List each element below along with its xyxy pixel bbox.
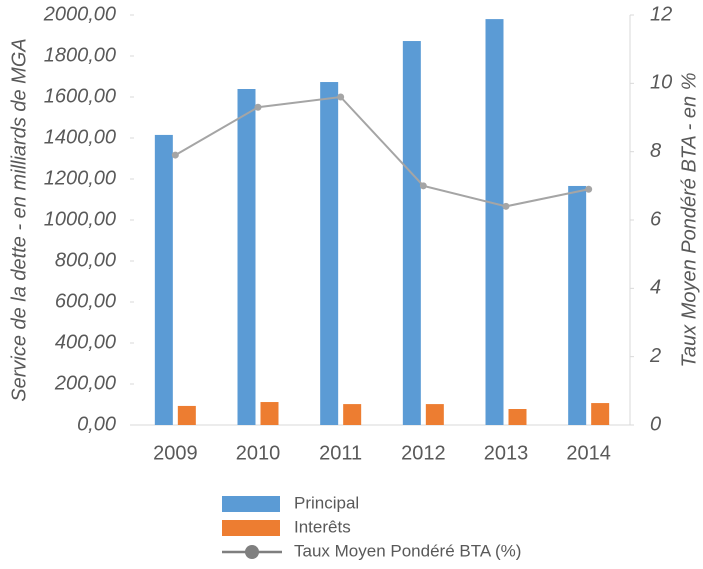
y-tick-label: 1200,00 [44,167,116,189]
y2-tick-label: 10 [650,72,672,94]
x-tick-label: 2014 [566,442,611,464]
y-tick-label: 0,00 [77,413,116,435]
y-tick-label: 400,00 [55,331,116,353]
y-tick-label: 2000,00 [43,3,116,25]
bar [177,405,196,425]
line [174,95,589,208]
bar [260,402,279,425]
y2-tick-label: 6 [650,208,662,230]
x-tick-label: 2012 [401,442,446,464]
bar [425,404,444,425]
x-tick-label: 2010 [236,442,281,464]
bar [508,409,527,425]
bar [320,82,339,425]
bar [402,41,421,425]
y2-tick-label: 8 [650,140,661,162]
bar [343,404,362,425]
y2-tick-label: 0 [650,413,661,435]
legend-label: Taux Moyen Pondéré BTA (%) [294,541,521,560]
bar [591,403,610,425]
bar [237,89,256,425]
legend-swatch [222,496,280,512]
line-point [585,185,593,193]
y-tick-label: 1800,00 [44,44,116,66]
legend-label: Principal [294,493,359,512]
y-tick-label: 1000,00 [44,208,116,230]
y-tick-label: 600,00 [55,290,116,312]
y-axis-label: Service de la dette - en milliards de MG… [8,38,30,402]
line-point [419,182,427,190]
y2-axis-label: Taux Moyen Pondéré BTA - en % [678,73,700,368]
line-point [337,93,345,101]
legend-swatch [222,520,280,536]
line-point [171,151,179,159]
y-tick-label: 1600,00 [44,85,116,107]
y2-tick-label: 2 [649,345,661,367]
legend-marker [245,545,259,559]
y-tick-label: 200,00 [54,372,116,394]
bar [154,134,173,426]
bar [568,185,587,425]
x-tick-label: 2013 [484,442,529,464]
legend-label: Interêts [294,517,351,536]
x-tick-label: 2011 [319,442,362,464]
line-point [254,103,262,111]
y2-tick-label: 4 [650,277,661,299]
x-tick-label: 2009 [153,442,198,464]
line-point [502,202,510,210]
y2-tick-label: 12 [650,3,672,25]
y-tick-label: 1400,00 [44,126,116,148]
y-tick-label: 800,00 [55,249,116,271]
bar [485,19,504,425]
